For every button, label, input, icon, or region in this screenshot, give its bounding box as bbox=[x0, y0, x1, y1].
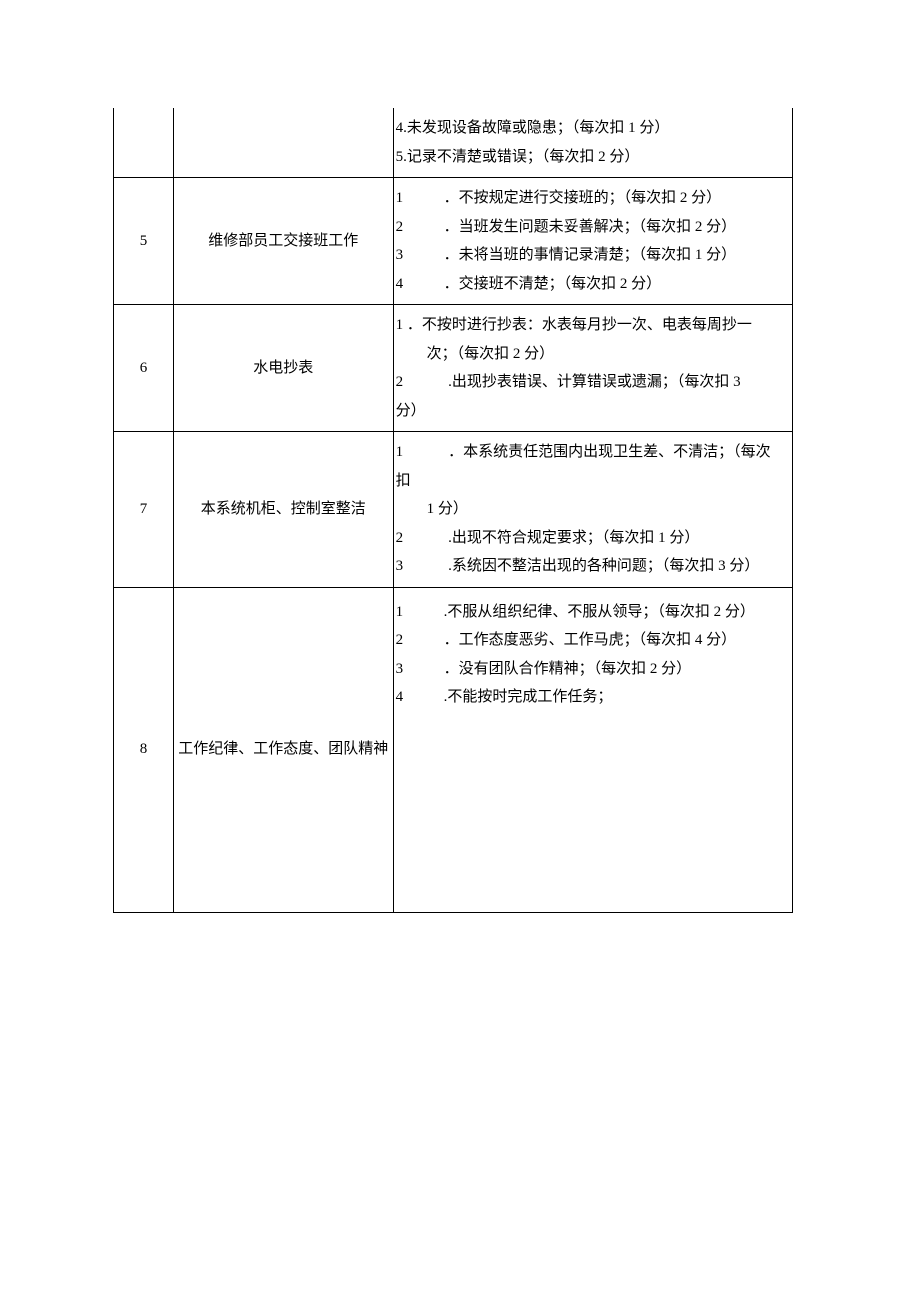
table-row: 7 本系统机柜、控制室整洁 1 ．本系统责任范围内出现卫生差、不清洁；（每次 扣… bbox=[114, 432, 793, 588]
item-text: ．没有团队合作精神；（每次扣 2 分） bbox=[416, 655, 788, 684]
desc-line: 3 .系统因不整洁出现的各种问题；（每次扣 3 分） bbox=[396, 552, 788, 581]
item-text: ．不按规定进行交接班的；（每次扣 2 分） bbox=[416, 184, 788, 213]
row-title-cell: 水电抄表 bbox=[173, 305, 393, 432]
item-number: 2 bbox=[396, 626, 416, 655]
item-text: ．未将当班的事情记录清楚；（每次扣 1 分） bbox=[416, 241, 788, 270]
row-title-cell bbox=[173, 108, 393, 178]
row-title-cell: 本系统机柜、控制室整洁 bbox=[173, 432, 393, 588]
assessment-table: 4.未发现设备故障或隐患；（每次扣 1 分） 5.记录不清楚或错误；（每次扣 2… bbox=[113, 108, 793, 913]
desc-line: 次；（每次扣 2 分） bbox=[396, 340, 788, 369]
item-text: .记录不清楚或错误；（每次扣 2 分） bbox=[403, 149, 639, 165]
table-row: 4.未发现设备故障或隐患；（每次扣 1 分） 5.记录不清楚或错误；（每次扣 2… bbox=[114, 108, 793, 178]
desc-line: 4．交接班不清楚；（每次扣 2 分） bbox=[396, 270, 788, 299]
desc-line: 1 分） bbox=[396, 495, 788, 524]
desc-line: 1．不按规定进行交接班的；（每次扣 2 分） bbox=[396, 184, 788, 213]
table-row: 8 工作纪律、工作态度、团队精神 1.不服从组织纪律、不服从领导；（每次扣 2 … bbox=[114, 587, 793, 912]
item-text: ．交接班不清楚；（每次扣 2 分） bbox=[416, 270, 788, 299]
row-number-cell: 6 bbox=[114, 305, 174, 432]
row-desc-cell: 4.未发现设备故障或隐患；（每次扣 1 分） 5.记录不清楚或错误；（每次扣 2… bbox=[393, 108, 792, 178]
row-title-cell: 工作纪律、工作态度、团队精神 bbox=[173, 587, 393, 912]
item-number: 1 bbox=[396, 184, 416, 213]
row-desc-cell: 1 ．本系统责任范围内出现卫生差、不清洁；（每次 扣 1 分） 2 .出现不符合… bbox=[393, 432, 792, 588]
item-text: ．当班发生问题未妥善解决；（每次扣 2 分） bbox=[416, 213, 788, 242]
desc-line: 4.未发现设备故障或隐患；（每次扣 1 分） bbox=[396, 114, 788, 143]
row-number-cell: 8 bbox=[114, 587, 174, 912]
desc-line: 5.记录不清楚或错误；（每次扣 2 分） bbox=[396, 143, 788, 172]
item-number: 1 bbox=[396, 598, 416, 627]
desc-line: 2 .出现不符合规定要求；（每次扣 1 分） bbox=[396, 524, 788, 553]
desc-line: 1 ．本系统责任范围内出现卫生差、不清洁；（每次 bbox=[396, 438, 788, 467]
item-number: 3 bbox=[396, 241, 416, 270]
desc-line: 2．当班发生问题未妥善解决；（每次扣 2 分） bbox=[396, 213, 788, 242]
item-text: .未发现设备故障或隐患；（每次扣 1 分） bbox=[403, 120, 669, 136]
item-text: ．工作态度恶劣、工作马虎；（每次扣 4 分） bbox=[416, 626, 788, 655]
table-row: 6 水电抄表 1 ．不按时进行抄表：水表每月抄一次、电表每周抄一 次；（每次扣 … bbox=[114, 305, 793, 432]
row-number-cell: 7 bbox=[114, 432, 174, 588]
item-number: 4 bbox=[396, 270, 416, 299]
desc-line: 2 .出现抄表错误、计算错误或遗漏；（每次扣 3 bbox=[396, 368, 788, 397]
row-desc-cell: 1．不按规定进行交接班的；（每次扣 2 分） 2．当班发生问题未妥善解决；（每次… bbox=[393, 178, 792, 305]
row-number-cell: 5 bbox=[114, 178, 174, 305]
desc-line: 3．未将当班的事情记录清楚；（每次扣 1 分） bbox=[396, 241, 788, 270]
row-title-cell: 维修部员工交接班工作 bbox=[173, 178, 393, 305]
item-number: 4 bbox=[396, 120, 404, 136]
item-number: 5 bbox=[396, 149, 404, 165]
row-number-cell bbox=[114, 108, 174, 178]
row-desc-cell: 1.不服从组织纪律、不服从领导；（每次扣 2 分） 2．工作态度恶劣、工作马虎；… bbox=[393, 587, 792, 912]
desc-line: 分） bbox=[396, 397, 788, 426]
item-number: 3 bbox=[396, 655, 416, 684]
table-row: 5 维修部员工交接班工作 1．不按规定进行交接班的；（每次扣 2 分） 2．当班… bbox=[114, 178, 793, 305]
desc-line: 扣 bbox=[396, 467, 788, 496]
item-text: .不能按时完成工作任务； bbox=[416, 683, 788, 712]
desc-line: 3．没有团队合作精神；（每次扣 2 分） bbox=[396, 655, 788, 684]
row-desc-cell: 1 ．不按时进行抄表：水表每月抄一次、电表每周抄一 次；（每次扣 2 分） 2 … bbox=[393, 305, 792, 432]
item-number: 2 bbox=[396, 213, 416, 242]
desc-line: 1 ．不按时进行抄表：水表每月抄一次、电表每周抄一 bbox=[396, 311, 788, 340]
desc-line: 2．工作态度恶劣、工作马虎；（每次扣 4 分） bbox=[396, 626, 788, 655]
desc-line: 1.不服从组织纪律、不服从领导；（每次扣 2 分） bbox=[396, 598, 788, 627]
item-text: .不服从组织纪律、不服从领导；（每次扣 2 分） bbox=[416, 598, 788, 627]
desc-line: 4.不能按时完成工作任务； bbox=[396, 683, 788, 712]
item-number: 4 bbox=[396, 683, 416, 712]
